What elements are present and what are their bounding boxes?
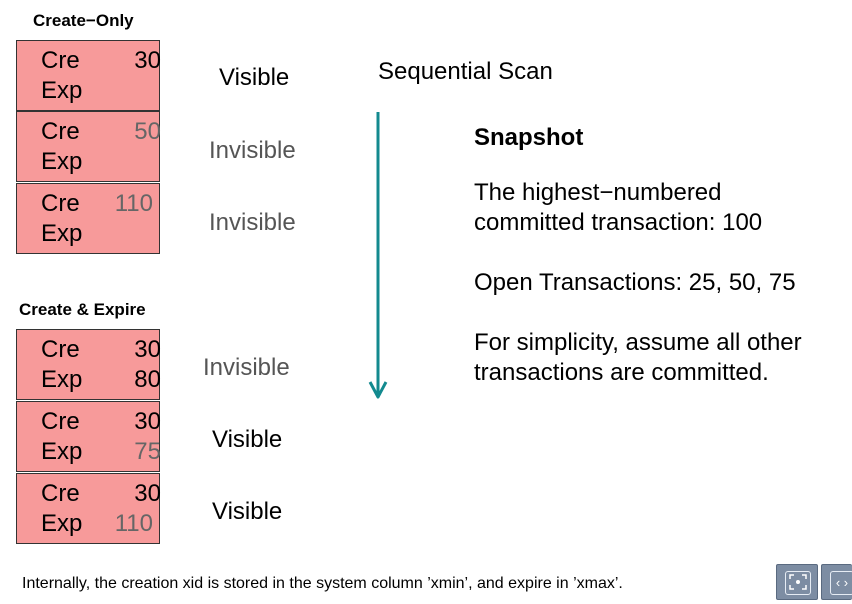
create-only-title: Create−Only xyxy=(33,11,134,30)
tuple-status: Visible xyxy=(212,426,283,453)
tuple-status: Invisible xyxy=(209,137,296,164)
tuple-create-expire-2: Cre 30 Exp 75 xyxy=(16,401,161,472)
assume-line-2: transactions are committed. xyxy=(474,359,769,386)
snapshot-title: Snapshot xyxy=(474,124,584,151)
tuple-create-expire-3: Cre 30 Exp 110 xyxy=(16,473,161,544)
cre-value: 30 xyxy=(134,336,161,363)
open-transactions-text: Open Transactions: 25, 50, 75 xyxy=(474,269,796,296)
cre-label: Cre xyxy=(41,408,80,435)
tuple-create-only-2: Cre 50 Exp xyxy=(16,111,161,182)
exp-label: Exp xyxy=(41,77,83,104)
cre-value: 30 xyxy=(134,408,161,435)
exp-value: 80 xyxy=(134,366,161,393)
tuple-create-only-1: Cre 30 Exp xyxy=(16,40,161,111)
cre-label: Cre xyxy=(41,480,80,507)
cre-label: Cre xyxy=(41,47,80,74)
cre-value: 30 xyxy=(134,47,161,74)
highest-committed-text: The highest−numbered committed transacti… xyxy=(474,178,762,238)
cre-value: 50 xyxy=(134,118,161,145)
exp-label: Exp xyxy=(41,148,83,175)
assume-line-1: For simplicity, assume all other xyxy=(474,329,802,356)
scan-arrow-icon xyxy=(368,112,388,399)
chevron-left-icon: ‹ › xyxy=(830,571,852,595)
tuple-status: Visible xyxy=(212,498,283,525)
sequential-scan-label: Sequential Scan xyxy=(378,58,553,85)
cre-value: 30 xyxy=(134,480,161,507)
tuple-status: Visible xyxy=(219,64,290,91)
exp-label: Exp xyxy=(41,438,83,465)
exp-label: Exp xyxy=(41,510,83,537)
fullscreen-icon xyxy=(785,571,811,595)
highest-line-2: committed transaction: 100 xyxy=(474,209,763,236)
exp-value: 110 xyxy=(114,510,153,537)
tuple-create-only-3: Cre 110 Exp xyxy=(16,183,160,254)
assumption-text: For simplicity, assume all other transac… xyxy=(474,328,802,388)
cre-label: Cre xyxy=(41,190,80,217)
fullscreen-button[interactable] xyxy=(776,564,818,600)
exp-label: Exp xyxy=(41,366,83,393)
tuple-status: Invisible xyxy=(203,354,290,381)
create-expire-title: Create & Expire xyxy=(19,300,146,319)
cre-label: Cre xyxy=(41,118,80,145)
cre-label: Cre xyxy=(41,336,80,363)
exp-value: 75 xyxy=(134,438,161,465)
footnote: Internally, the creation xid is stored i… xyxy=(22,575,623,592)
exp-label: Exp xyxy=(41,220,83,247)
highest-line-1: The highest−numbered xyxy=(474,179,722,206)
prev-slide-button[interactable]: ‹ › xyxy=(821,564,852,600)
tuple-status: Invisible xyxy=(209,209,296,236)
tuple-create-expire-1: Cre 30 Exp 80 xyxy=(16,329,161,400)
cre-value: 110 xyxy=(114,190,153,217)
